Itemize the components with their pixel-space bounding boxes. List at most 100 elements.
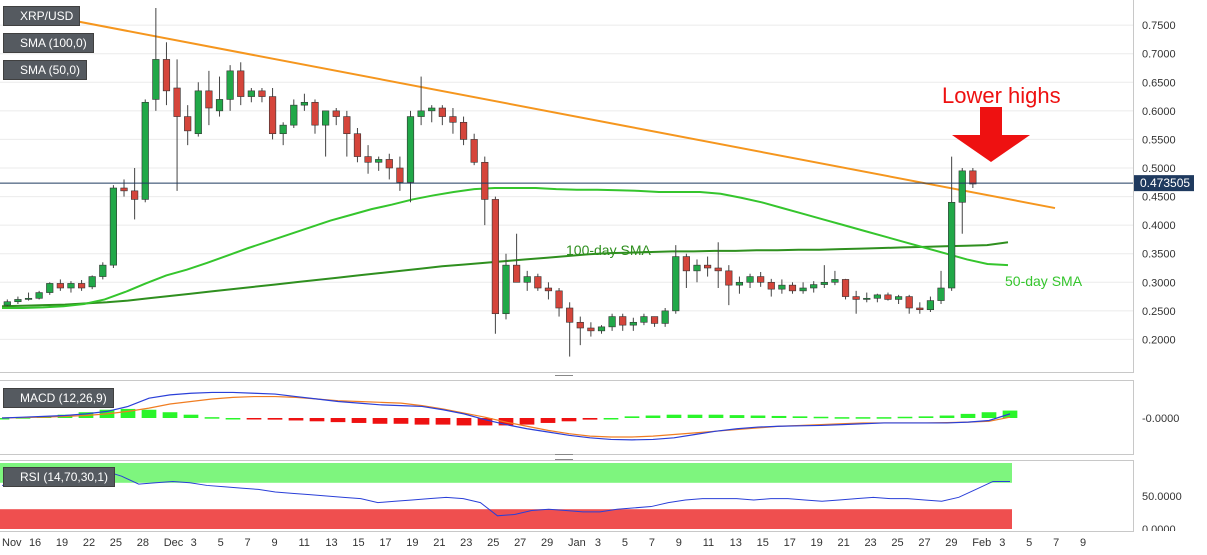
candle-body [226, 70, 234, 100]
y-tick-label: 0.5000 [1142, 163, 1176, 175]
macd-histogram-bar [645, 415, 661, 418]
x-tick-label: Feb [972, 537, 991, 549]
y-tick-label: 0.2000 [1142, 334, 1176, 346]
candle-body [937, 287, 945, 301]
candle-body [513, 264, 521, 283]
macd-histogram-bar [624, 416, 640, 418]
candle-body [767, 281, 775, 290]
candle-body [56, 283, 64, 289]
down-arrow-icon [952, 107, 1030, 162]
candle-body [343, 116, 351, 135]
macd-histogram-bar [120, 408, 136, 418]
x-tick-label: 29 [541, 537, 553, 549]
macd-histogram-bar [666, 414, 682, 418]
candle-body [88, 276, 96, 288]
candle-body [810, 284, 818, 289]
candle-body [152, 59, 160, 100]
symbol-label: XRP/USD [20, 9, 74, 23]
symbol-tag[interactable]: XRP/USD [3, 6, 81, 26]
candle-body [566, 307, 574, 323]
macd-histogram-bar [981, 412, 997, 418]
candle-body [300, 101, 308, 106]
x-tick-label: 23 [460, 537, 472, 549]
candle-body [502, 264, 510, 315]
current-price-tag-bg [1134, 175, 1194, 192]
macd-histogram-bar [708, 414, 724, 418]
macd-histogram-bar [897, 416, 913, 419]
rsi-tick-label: 50.0000 [1142, 491, 1182, 503]
candle-body [162, 59, 171, 92]
x-tick-label: 3 [595, 537, 601, 549]
candle-body [120, 187, 128, 192]
candle-body [428, 107, 436, 112]
candle-body [757, 276, 765, 283]
macd-pane[interactable]: -0.0000 [0, 380, 1179, 455]
candle-body [682, 256, 690, 272]
candle-body [237, 70, 245, 97]
candle-body [534, 276, 542, 289]
candle-body [449, 116, 457, 123]
macd-histogram-bar [855, 417, 871, 419]
macd-tag[interactable]: MACD (12,26,9) [3, 388, 114, 408]
candle-body [258, 90, 266, 97]
y-tick-label: 0.3000 [1142, 277, 1176, 289]
candle-body [969, 170, 977, 185]
x-tick-label: 27 [514, 537, 526, 549]
macd-histogram-bar [309, 418, 325, 422]
macd-histogram-bar [225, 418, 241, 420]
candle-body [290, 104, 298, 126]
candle-body [131, 190, 139, 200]
x-tick-label: 27 [918, 537, 930, 549]
x-tick-label: Dec [164, 537, 184, 549]
candle-body [184, 116, 192, 132]
rsi-label: RSI (14,70,30,1) [20, 470, 109, 484]
rsi-oversold-zone [0, 509, 1012, 529]
x-tick-label: 11 [298, 537, 309, 549]
macd-histogram-bar [204, 417, 220, 419]
price-chart-pane[interactable]: 0.7500 0.7000 0.6500 0.6000 0.5500 0.5000 0.45… [0, 0, 1194, 373]
macd-chart-svg: -0.0000 [0, 391, 1179, 441]
macd-histogram-bar [792, 416, 808, 418]
x-tick-label: 3 [191, 537, 197, 549]
rsi-pane[interactable]: 50.0000 0.0000 [0, 460, 1182, 532]
x-tick-label: 11 [703, 537, 714, 549]
candle-body [14, 299, 22, 303]
macd-histogram-bar [183, 414, 199, 418]
candle-body [205, 90, 213, 109]
x-tick-label: 22 [83, 537, 95, 549]
sma50-annotation: 50-day SMA [1005, 273, 1083, 289]
y-tick-label: 0.3500 [1142, 249, 1176, 261]
x-tick-label: 15 [352, 537, 364, 549]
sma100-tag[interactable]: SMA (100,0) [3, 33, 94, 53]
candle-body [77, 283, 86, 289]
rsi-line [1, 469, 1010, 517]
current-price-tag: 0.473505 [1140, 176, 1190, 190]
rsi-chart-svg: 50.0000 0.0000 [0, 463, 1182, 531]
sma50-tag[interactable]: SMA (50,0) [3, 60, 88, 80]
macd-histogram-bar [267, 418, 283, 420]
macd-histogram-bar [918, 416, 934, 418]
candle-body [332, 110, 340, 117]
macd-signal-line [1, 395, 1011, 438]
candle-body [99, 264, 107, 277]
macd-histogram-bar [141, 409, 157, 418]
x-tick-label: 7 [649, 537, 655, 549]
macd-histogram-bar [372, 418, 388, 424]
candle-body [831, 279, 839, 283]
candle-body [406, 116, 415, 183]
candle-body [3, 301, 11, 306]
candle-body [725, 270, 733, 286]
x-tick-label: 15 [757, 537, 769, 549]
pane-splitter[interactable] [555, 454, 573, 460]
rsi-tag[interactable]: RSI (14,70,30,1) [3, 467, 116, 487]
x-tick-label: 19 [56, 537, 68, 549]
sma50-label: SMA (50,0) [20, 63, 81, 77]
candle-body [322, 110, 330, 126]
candle-body [364, 156, 372, 163]
candle-body [481, 161, 489, 200]
macd-histogram-bar [960, 413, 976, 418]
x-tick-label: 5 [622, 537, 628, 549]
macd-histogram-bar [477, 418, 493, 426]
candle-body [778, 284, 786, 290]
candle-body [555, 290, 563, 309]
